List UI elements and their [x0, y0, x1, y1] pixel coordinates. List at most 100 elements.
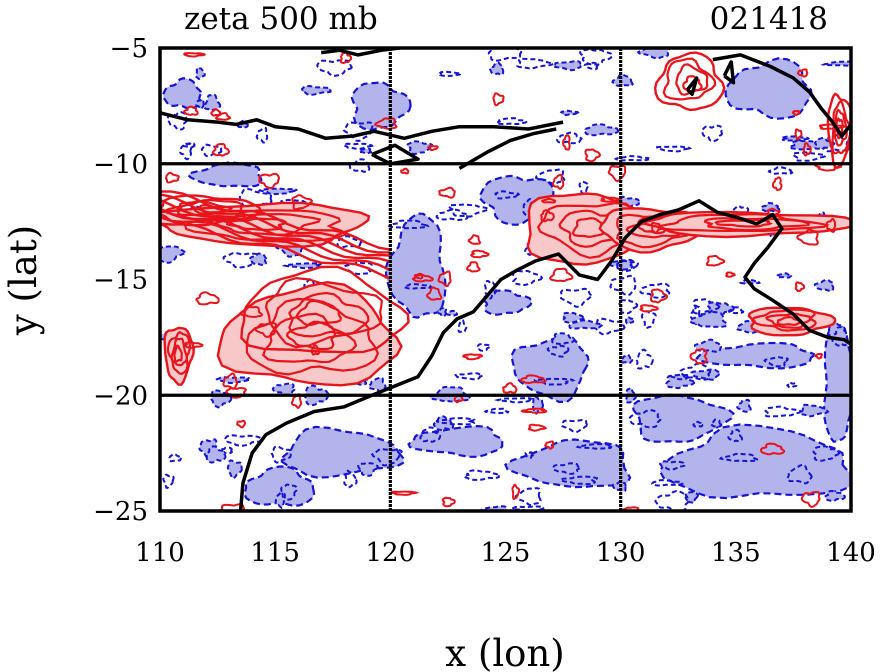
positive-vorticity-speckle: [466, 261, 481, 273]
positive-vorticity-speckle: [548, 267, 574, 282]
negative-vorticity-speckle: [488, 61, 505, 76]
negative-vorticity-speckle: [640, 310, 657, 330]
negative-vorticity-speckle: [636, 48, 671, 60]
positive-vorticity-speckle: [796, 68, 809, 78]
coastline-isle-a: [722, 60, 736, 85]
positive-vorticity-speckle: [254, 322, 278, 338]
negative-vorticity-speckle: [559, 109, 580, 116]
negative-vorticity-speckle: [709, 418, 722, 428]
grid-lines: [160, 48, 851, 511]
positive-vorticity-speckle: [441, 496, 456, 508]
y-tick-label: −5: [110, 34, 148, 64]
positive-vorticity-speckle: [800, 490, 821, 508]
negative-vorticity-speckle: [447, 203, 490, 218]
positive-vorticity-speckle: [462, 353, 484, 361]
x-axis-ticks: 110 115 120 125 130 135 140: [135, 538, 876, 568]
negative-vorticity-speckle: [219, 446, 234, 455]
negative-vorticity-speckle: [445, 309, 459, 317]
negative-vorticity-speckle: [820, 60, 851, 67]
negative-vorticity-speckle: [316, 59, 353, 77]
negative-vorticity-region: [384, 212, 447, 319]
negative-vorticity-region: [186, 161, 263, 188]
negative-vorticity-region: [162, 77, 202, 110]
positive-vorticity-contour: [288, 291, 370, 338]
positive-vorticity-contour: [225, 217, 288, 232]
positive-vorticity-speckle: [689, 348, 708, 365]
positive-vorticity-speckle: [650, 221, 663, 234]
negative-vorticity-speckle: [387, 219, 430, 230]
positive-vorticity-speckle: [600, 196, 623, 203]
positive-vorticity-speckle: [771, 176, 783, 192]
x-tick-label: 110: [135, 538, 185, 568]
negative-vorticity-speckle: [700, 124, 724, 143]
positive-vorticity-streak: [160, 207, 391, 263]
negative-vorticity-speckle: [300, 84, 332, 96]
positive-vorticity-speckle: [310, 344, 321, 356]
negative-vorticity-speckle: [419, 426, 442, 443]
negative-vorticity-region: [243, 465, 316, 507]
negative-vorticity-speckle: [462, 469, 500, 481]
positive-vorticity-streak: [160, 216, 391, 272]
positive-vorticity-speckle: [400, 167, 410, 175]
positive-vorticity-contour: [166, 330, 191, 376]
negative-vorticity-speckle: [583, 61, 600, 71]
positive-vorticity-speckle: [540, 197, 557, 204]
y-axis-ticks: −5 −10 −15 −20 −25: [93, 34, 148, 527]
negative-vorticity-speckle: [435, 208, 469, 222]
coastline-timor: [458, 127, 557, 170]
x-axis-label: x (lon): [445, 632, 564, 672]
positive-vorticity-speckle: [814, 352, 823, 360]
negative-vorticity-speckle: [357, 147, 373, 155]
negative-vorticity-speckle: [584, 123, 620, 137]
negative-vorticity-speckle: [655, 145, 693, 153]
positive-vorticity-speckle: [527, 423, 548, 432]
positive-vorticity-contour: [765, 312, 813, 329]
negative-vorticity-speckle: [281, 262, 322, 270]
positive-vorticity-contour: [558, 209, 628, 248]
positive-vorticity-speckle: [183, 105, 199, 116]
positive-vorticity-speckle: [438, 186, 456, 199]
positive-vorticity-speckle: [411, 273, 434, 283]
positive-vorticity-speckle: [222, 372, 239, 390]
negative-vorticity-speckle: [813, 278, 835, 292]
negative-vorticity-speckle: [575, 443, 613, 450]
positive-vorticity-speckle: [705, 254, 726, 267]
negative-vorticity-speckle: [823, 489, 846, 502]
positive-vorticity-speckle: [413, 272, 424, 280]
positive-vorticity-speckle: [562, 134, 571, 151]
positive-vorticity-speckle: [469, 249, 490, 259]
negative-vorticity-speckle: [224, 434, 263, 447]
negative-vorticity-speckle: [786, 463, 813, 485]
positive-vorticity-speckle: [584, 148, 602, 163]
coastline-layer: [160, 48, 851, 511]
negative-vorticity-speckle: [510, 505, 545, 511]
negative-vorticity-speckle: [624, 316, 635, 325]
chart-title-right: 021418: [710, 1, 828, 37]
x-tick-label: 140: [826, 538, 876, 568]
coastline-new-guinea: [712, 53, 851, 138]
negative-vorticity-speckle: [727, 306, 745, 315]
negative-vorticity-speckle: [688, 310, 729, 328]
negative-vorticity-speckle: [222, 252, 262, 269]
negative-vorticity-speckle: [609, 274, 637, 297]
negative-vorticity-speckle: [684, 490, 699, 504]
positive-vorticity-speckle: [825, 217, 837, 233]
x-tick-label: 115: [250, 538, 300, 568]
negative-vorticity-speckle: [558, 475, 599, 486]
positive-vorticity-speckle: [427, 144, 439, 152]
positive-vorticity-speckle: [425, 286, 443, 301]
coastline-sumba: [371, 143, 420, 166]
positive-vorticity-contour: [286, 320, 337, 351]
negative-vorticity-speckle: [786, 381, 798, 389]
negative-vorticity-speckle: [692, 420, 704, 428]
negative-vorticity-speckle: [556, 131, 583, 145]
positive-vorticity-contour: [571, 217, 612, 238]
negative-vorticity-speckle: [166, 111, 189, 131]
positive-vorticity-speckle: [544, 440, 555, 450]
negative-vorticity-speckle: [639, 282, 671, 299]
negative-vorticity-region: [631, 393, 735, 443]
negative-vorticity-speckle: [257, 187, 299, 196]
negative-vorticity-speckle: [515, 57, 554, 70]
positive-vorticity-speckle: [164, 171, 180, 184]
positive-vorticity-layer: [160, 51, 851, 511]
